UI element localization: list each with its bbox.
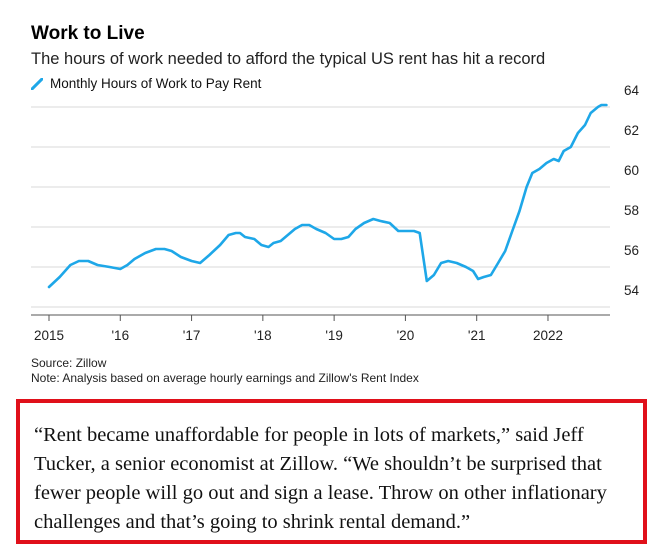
y-tick-label: 54: [624, 283, 640, 298]
y-tick-label: 58: [624, 203, 639, 218]
quote-text: “Rent became unaffordable for people in …: [34, 424, 607, 533]
x-tick-label: '16: [111, 328, 129, 343]
quote-box: “Rent became unaffordable for people in …: [16, 399, 647, 544]
chart-footer: Source: Zillow Note: Analysis based on a…: [31, 356, 419, 386]
series-line-monthly-hours: [47, 103, 608, 289]
x-axis-labels: 2015 '16 '17 '18 '19 '20 '21 2022: [34, 328, 563, 343]
x-tick-label: '17: [183, 328, 201, 343]
x-tick-label: '20: [397, 328, 415, 343]
y-axis-labels: 54 56 58 60 62 64: [624, 83, 640, 298]
x-tick-label: '18: [254, 328, 272, 343]
chart-subtitle: The hours of work needed to afford the t…: [31, 50, 546, 68]
legend-line-icon: [31, 77, 43, 90]
x-tick-label: 2022: [533, 328, 563, 343]
source-text: Source: Zillow: [31, 356, 107, 370]
y-tick-label: 62: [624, 123, 639, 138]
x-tick-label: '19: [325, 328, 343, 343]
legend-label: Monthly Hours of Work to Pay Rent: [50, 76, 262, 91]
x-tick-label: '21: [468, 328, 486, 343]
x-tick-label: 2015: [34, 328, 64, 343]
note-text: Note: Analysis based on average hourly e…: [31, 371, 419, 385]
y-tick-label: 60: [624, 163, 639, 178]
y-tick-label: 56: [624, 243, 639, 258]
grid-lines: [31, 106, 610, 308]
x-axis: [31, 314, 610, 321]
y-tick-label: 64: [624, 83, 640, 98]
legend: Monthly Hours of Work to Pay Rent: [31, 76, 261, 91]
series-layer: [47, 103, 608, 289]
chart-title: Work to Live: [31, 23, 145, 44]
